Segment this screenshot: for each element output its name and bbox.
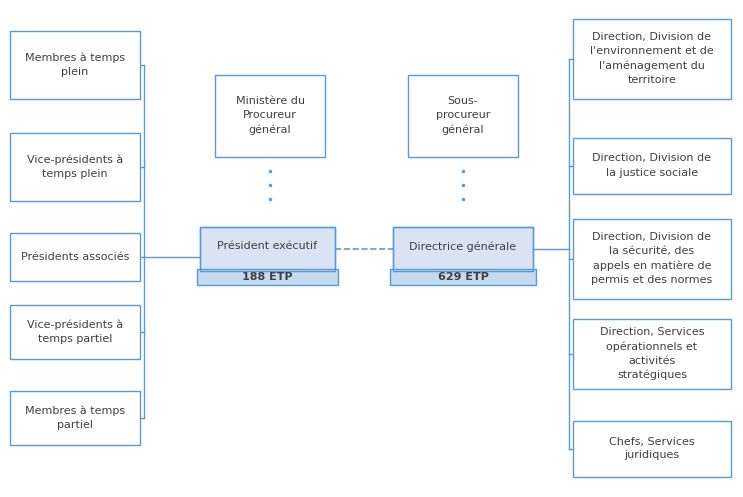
Bar bbox=[573, 219, 731, 299]
Bar bbox=[10, 133, 140, 200]
Text: Direction, Services
opérationnels et
activités
stratégiques: Direction, Services opérationnels et act… bbox=[600, 327, 704, 380]
Bar bbox=[10, 391, 140, 444]
Bar bbox=[10, 233, 140, 280]
Bar bbox=[215, 75, 325, 157]
Bar bbox=[200, 227, 335, 270]
Text: Vice-présidents à
temps plein: Vice-présidents à temps plein bbox=[27, 154, 123, 179]
Bar bbox=[393, 227, 533, 270]
Bar bbox=[200, 227, 335, 270]
Bar bbox=[197, 268, 338, 284]
Text: Membres à temps
plein: Membres à temps plein bbox=[25, 52, 125, 77]
Text: Directrice générale: Directrice générale bbox=[409, 241, 516, 251]
Text: Président exécutif: Président exécutif bbox=[218, 242, 317, 251]
Bar bbox=[573, 138, 731, 193]
Text: Vice-présidents à
temps partiel: Vice-présidents à temps partiel bbox=[27, 319, 123, 344]
Bar bbox=[10, 305, 140, 358]
Text: Membres à temps
partiel: Membres à temps partiel bbox=[25, 405, 125, 430]
Text: Direction, Division de
la justice sociale: Direction, Division de la justice social… bbox=[592, 154, 712, 177]
Text: Ministère du
Procureur
général: Ministère du Procureur général bbox=[236, 96, 305, 135]
Bar bbox=[390, 268, 536, 284]
Text: Présidents associés: Présidents associés bbox=[21, 251, 129, 261]
Bar bbox=[393, 227, 533, 270]
Bar bbox=[573, 420, 731, 477]
Bar bbox=[573, 319, 731, 389]
Text: 188 ETP: 188 ETP bbox=[242, 272, 293, 282]
Bar bbox=[573, 18, 731, 98]
Text: Direction, Division de
l'environnement et de
l'aménagement du
territoire: Direction, Division de l'environnement e… bbox=[590, 32, 714, 85]
Text: 629 ETP: 629 ETP bbox=[438, 272, 488, 282]
Text: Sous-
procureur
général: Sous- procureur général bbox=[436, 96, 490, 135]
Bar bbox=[10, 30, 140, 98]
Text: Chefs, Services
juridiques: Chefs, Services juridiques bbox=[609, 436, 695, 461]
Bar bbox=[408, 75, 518, 157]
Text: Direction, Division de
la sécurité, des
appels en matière de
permis et des norme: Direction, Division de la sécurité, des … bbox=[591, 232, 713, 285]
